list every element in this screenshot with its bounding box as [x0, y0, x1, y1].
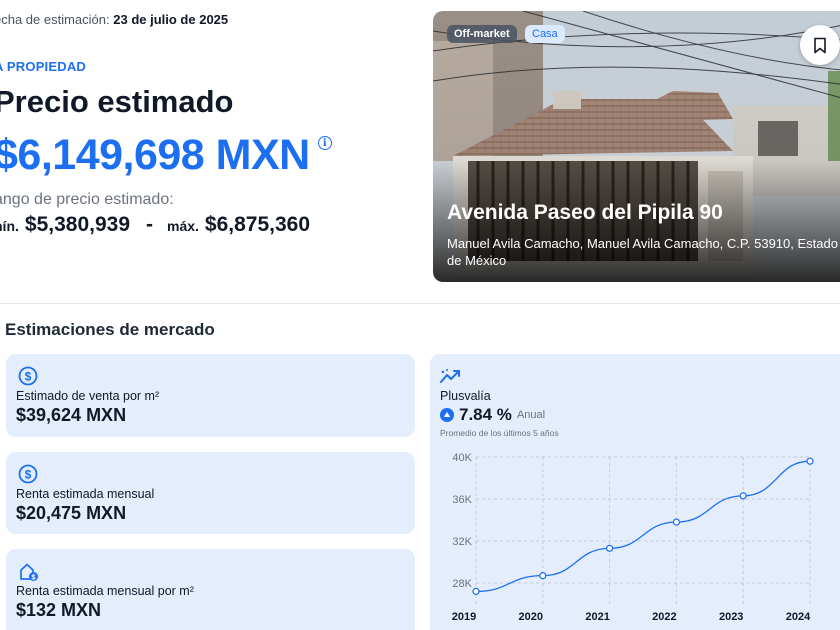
price-range: nín. $5,380,939 - máx. $6,875,360	[0, 213, 414, 237]
x-tick-label: 2019	[452, 611, 476, 623]
info-icon[interactable]: i	[317, 136, 332, 150]
data-point	[606, 544, 614, 552]
bookmark-button[interactable]	[800, 25, 840, 65]
card-label: Renta estimada mensual	[16, 487, 155, 501]
card-label: Renta estimada mensual por m²	[16, 584, 194, 598]
max-value: $6,875,360	[204, 213, 311, 236]
sale-per-m2-card: $ Estimado de venta por m² $39,624 MXN	[6, 354, 415, 437]
x-tick-label: 2024	[786, 611, 811, 623]
svg-text:$: $	[25, 369, 32, 383]
estimation-date-value: 23 de julio de 2025	[113, 12, 229, 27]
estimated-price: $6,149,698 MXN	[0, 131, 310, 179]
data-point	[739, 492, 747, 500]
property-type-badge: Casa	[525, 25, 565, 43]
max-label: máx.	[167, 218, 199, 234]
market-section-title: Estimaciones de mercado	[5, 320, 215, 339]
monthly-rent-card: $ Renta estimada mensual $20,475 MXN	[6, 452, 415, 534]
property-address-title: Avenida Paseo del Pipila 90	[447, 201, 723, 224]
plusvalia-line-chart: 28K 32K 36K 40K 2019 2020 2021 2022 2023 2024	[452, 452, 814, 623]
trend-up-icon	[440, 369, 460, 383]
bookmark-icon	[814, 37, 826, 53]
section-divider	[0, 303, 840, 304]
x-tick-label: 2022	[652, 611, 676, 623]
card-value: $39,624 MXN	[16, 405, 127, 425]
monthly-rent-per-m2-card: $ Renta estimada mensual por m² $132 MXN	[6, 549, 415, 630]
estimation-date-label: echa de estimación:	[0, 12, 110, 27]
data-point	[672, 518, 680, 526]
range-label: ango de precio estimado:	[0, 191, 174, 208]
arrow-up-icon	[440, 408, 454, 422]
y-tick-label: 28K	[452, 578, 472, 590]
price-summary: echa de estimación: 23 de julio de 2025 …	[0, 12, 414, 237]
property-address: Manuel Avila Camacho, Manuel Avila Camac…	[447, 236, 838, 268]
price-row: $6,149,698 MXN i	[0, 134, 414, 177]
range-dash: -	[146, 213, 153, 236]
dollar-circle-icon: $	[18, 464, 38, 484]
y-tick-label: 32K	[452, 536, 472, 548]
card-value: $132 MXN	[16, 600, 102, 620]
min-label: nín.	[0, 218, 19, 234]
x-tick-label: 2020	[519, 611, 543, 623]
card-label: Estimado de venta por m²	[16, 389, 160, 403]
card-value: $20,475 MXN	[16, 503, 127, 523]
house-photo-image	[433, 11, 840, 282]
offmarket-badge: Off-market	[447, 25, 517, 43]
dollar-circle-icon: $	[18, 366, 38, 386]
plusvalia-period: Anual	[516, 409, 546, 421]
y-tick-label: 40K	[452, 452, 472, 464]
estimation-date: echa de estimación: 23 de julio de 2025	[0, 12, 414, 27]
data-point	[472, 587, 480, 595]
page-title: Precio estimado	[0, 84, 234, 119]
plusvalia-row: 7.84 % Anual	[440, 405, 545, 425]
data-point	[806, 457, 814, 465]
data-point	[539, 572, 547, 580]
property-photo[interactable]: Off-market Casa Avenida Paseo del Pipila…	[433, 11, 840, 282]
min-value: $5,380,939	[24, 213, 130, 236]
plusvalia-value: 7.84 %	[459, 405, 512, 424]
property-header: echa de estimación: 23 de julio de 2025 …	[0, 0, 840, 300]
house-dollar-icon: $	[20, 563, 38, 581]
plusvalia-note: Promedio de los últimos 5 años	[440, 428, 559, 438]
plusvalia-card: Plusvalía 7.84 % Anual Promedio de los ú…	[430, 354, 840, 630]
series-line	[475, 460, 811, 593]
plusvalia-label: Plusvalía	[440, 389, 491, 403]
svg-text:$: $	[25, 467, 32, 481]
x-tick-label: 2021	[585, 611, 609, 623]
svg-text:$: $	[31, 572, 36, 581]
x-tick-label: 2023	[719, 611, 743, 623]
y-tick-label: 36K	[452, 494, 472, 506]
section-tag: A PROPIEDAD	[0, 59, 87, 74]
